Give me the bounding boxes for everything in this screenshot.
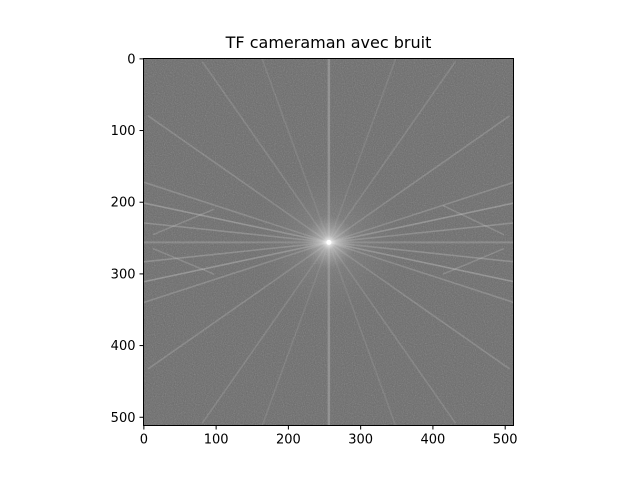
x-tick-label: 500 <box>493 433 518 448</box>
y-tick-label: 300 <box>111 267 136 282</box>
x-axis: 0 100 200 300 400 500 <box>140 425 518 448</box>
x-tick-label: 100 <box>204 433 229 448</box>
y-tick-label: 100 <box>111 124 136 139</box>
spectrum-image <box>143 58 514 426</box>
x-tick-label: 300 <box>348 433 373 448</box>
y-tick-label: 500 <box>111 411 136 426</box>
chart-title: TF cameraman avec bruit <box>225 33 432 52</box>
x-tick-label: 400 <box>421 433 446 448</box>
y-axis: 0 100 200 300 400 500 <box>111 52 144 426</box>
y-tick-label: 400 <box>111 339 136 354</box>
x-tick-label: 200 <box>276 433 301 448</box>
spectrum-peak <box>326 239 332 245</box>
y-tick-label: 200 <box>111 196 136 211</box>
axes-frame <box>143 58 514 426</box>
y-tick-label: 0 <box>127 52 135 67</box>
x-tick-label: 0 <box>140 433 148 448</box>
